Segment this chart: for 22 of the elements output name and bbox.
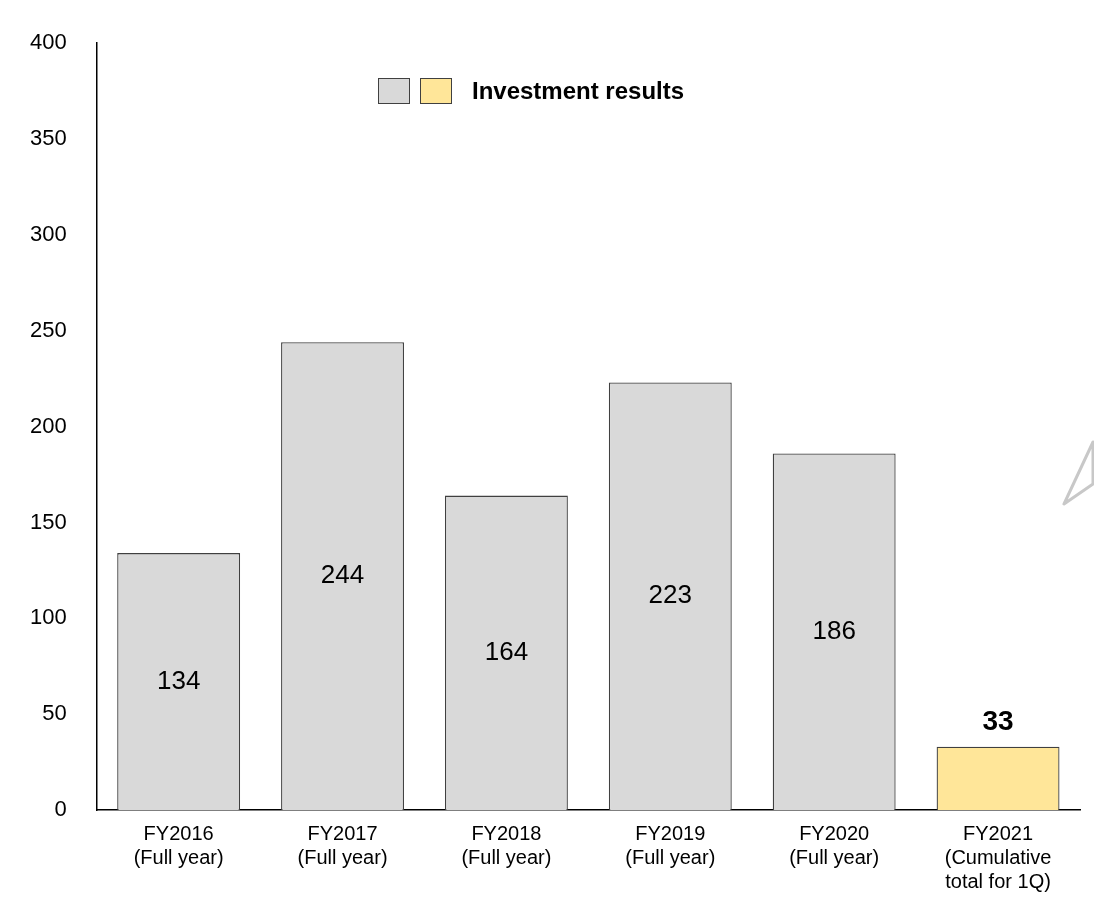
x-tick-label: FY2016 (Full year) xyxy=(133,821,224,868)
x-tick-label: FY2019 (Full year) xyxy=(625,821,716,868)
y-tick-label: 300 xyxy=(29,220,67,246)
data-label: 164 xyxy=(484,635,529,666)
x-tick-label: FY2021 (Cumulative total for 1Q) xyxy=(944,821,1052,892)
data-label: 33 xyxy=(982,705,1014,737)
y-tick-label: 150 xyxy=(29,508,67,534)
data-label: 134 xyxy=(156,664,201,695)
data-label: 186 xyxy=(812,614,856,645)
y-tick-label: 50 xyxy=(42,700,67,726)
x-tick-label: FY2020 (Full year) xyxy=(789,821,880,868)
y-tick-label: 400 xyxy=(29,29,67,55)
y-tick-label: 250 xyxy=(29,316,67,342)
y-tick-label: 0 xyxy=(54,796,67,822)
y-tick-label: 200 xyxy=(29,412,67,438)
data-label: 244 xyxy=(320,559,365,590)
y-tick-label: 100 xyxy=(29,604,67,630)
legend-label: Investment results xyxy=(472,77,685,105)
data-label: 223 xyxy=(648,579,692,610)
y-tick-label: 350 xyxy=(29,125,67,151)
x-tick-label: FY2018 (Full year) xyxy=(461,821,552,868)
x-tick-label: FY2017 (Full year) xyxy=(297,821,388,868)
